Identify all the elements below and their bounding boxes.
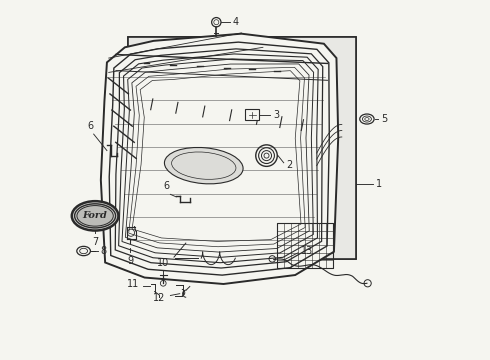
Text: 6: 6 [87, 121, 93, 131]
Text: 11: 11 [127, 279, 139, 289]
FancyBboxPatch shape [245, 109, 259, 120]
Text: 2: 2 [287, 159, 293, 170]
Ellipse shape [72, 201, 119, 230]
Text: 8: 8 [101, 246, 107, 256]
Polygon shape [128, 37, 356, 259]
Text: 3: 3 [273, 110, 279, 120]
Ellipse shape [74, 204, 116, 228]
Text: 6: 6 [163, 181, 169, 192]
Ellipse shape [77, 206, 113, 226]
Text: 4: 4 [233, 17, 239, 27]
Ellipse shape [165, 148, 243, 184]
Text: 9: 9 [127, 256, 133, 266]
Text: 12: 12 [153, 293, 166, 303]
Text: Ford: Ford [83, 211, 107, 220]
Text: 1: 1 [376, 179, 382, 189]
Ellipse shape [360, 114, 374, 124]
Ellipse shape [77, 246, 91, 256]
Text: 13: 13 [301, 246, 313, 256]
Text: 10: 10 [157, 257, 170, 267]
Circle shape [212, 18, 221, 27]
Polygon shape [101, 34, 338, 284]
Text: 5: 5 [381, 114, 388, 124]
Polygon shape [128, 37, 356, 259]
Text: 7: 7 [92, 237, 98, 247]
